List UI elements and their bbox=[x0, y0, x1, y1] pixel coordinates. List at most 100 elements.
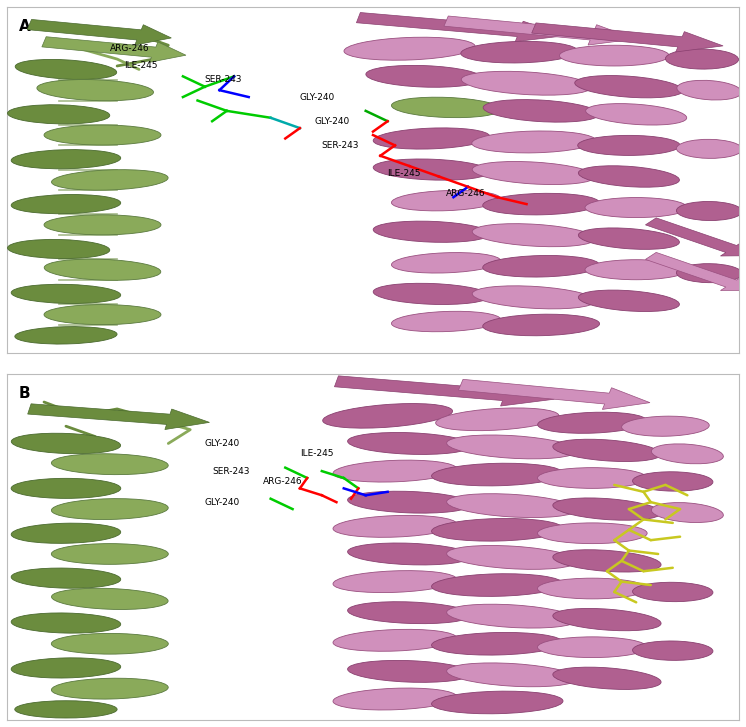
Text: ILE-245: ILE-245 bbox=[388, 169, 421, 177]
Ellipse shape bbox=[44, 259, 161, 281]
Ellipse shape bbox=[348, 433, 471, 454]
Ellipse shape bbox=[392, 97, 501, 118]
Ellipse shape bbox=[11, 658, 121, 678]
Ellipse shape bbox=[553, 439, 661, 462]
Ellipse shape bbox=[432, 518, 563, 541]
Ellipse shape bbox=[585, 260, 687, 280]
Ellipse shape bbox=[553, 608, 661, 631]
Ellipse shape bbox=[333, 630, 457, 651]
Ellipse shape bbox=[51, 678, 169, 699]
FancyArrow shape bbox=[532, 23, 723, 52]
Ellipse shape bbox=[333, 571, 457, 593]
Text: ARG-246: ARG-246 bbox=[110, 44, 149, 53]
Ellipse shape bbox=[447, 494, 577, 518]
Text: ILE-245: ILE-245 bbox=[125, 62, 158, 71]
Text: GLY-240: GLY-240 bbox=[205, 498, 240, 507]
Text: ARG-246: ARG-246 bbox=[446, 189, 486, 198]
Ellipse shape bbox=[15, 60, 116, 79]
Ellipse shape bbox=[677, 80, 742, 100]
Ellipse shape bbox=[633, 582, 713, 602]
Ellipse shape bbox=[373, 128, 490, 149]
Text: A: A bbox=[19, 20, 30, 34]
Ellipse shape bbox=[344, 37, 475, 60]
Text: GLY-240: GLY-240 bbox=[315, 117, 350, 126]
Ellipse shape bbox=[11, 150, 121, 169]
Ellipse shape bbox=[578, 166, 680, 187]
Ellipse shape bbox=[373, 284, 490, 305]
Ellipse shape bbox=[471, 131, 596, 153]
Ellipse shape bbox=[578, 228, 680, 249]
Ellipse shape bbox=[44, 125, 161, 145]
Ellipse shape bbox=[553, 667, 661, 689]
Ellipse shape bbox=[7, 239, 110, 259]
Ellipse shape bbox=[585, 198, 687, 217]
Ellipse shape bbox=[651, 502, 724, 523]
Ellipse shape bbox=[348, 602, 471, 624]
Ellipse shape bbox=[472, 224, 595, 246]
Ellipse shape bbox=[333, 515, 457, 537]
Ellipse shape bbox=[51, 454, 169, 475]
Ellipse shape bbox=[392, 252, 501, 273]
Ellipse shape bbox=[392, 311, 501, 332]
Ellipse shape bbox=[44, 214, 161, 235]
Ellipse shape bbox=[483, 100, 599, 122]
Ellipse shape bbox=[11, 195, 121, 214]
Ellipse shape bbox=[483, 255, 600, 277]
Ellipse shape bbox=[586, 104, 687, 125]
Ellipse shape bbox=[537, 637, 647, 657]
Ellipse shape bbox=[373, 159, 490, 180]
Ellipse shape bbox=[432, 463, 563, 486]
Ellipse shape bbox=[447, 545, 577, 569]
Ellipse shape bbox=[348, 491, 471, 513]
FancyArrow shape bbox=[645, 218, 746, 256]
FancyArrow shape bbox=[444, 16, 636, 45]
Ellipse shape bbox=[51, 633, 169, 654]
Ellipse shape bbox=[621, 416, 709, 436]
Ellipse shape bbox=[37, 79, 154, 101]
FancyArrow shape bbox=[357, 12, 567, 41]
Ellipse shape bbox=[447, 604, 577, 628]
Ellipse shape bbox=[333, 460, 457, 482]
Text: ARG-246: ARG-246 bbox=[263, 477, 303, 486]
Text: B: B bbox=[19, 387, 30, 401]
Ellipse shape bbox=[323, 403, 453, 428]
Ellipse shape bbox=[447, 435, 577, 459]
FancyArrow shape bbox=[459, 379, 650, 409]
Ellipse shape bbox=[574, 76, 683, 98]
Ellipse shape bbox=[11, 613, 121, 633]
FancyArrow shape bbox=[645, 252, 746, 291]
Text: GLY-240: GLY-240 bbox=[205, 439, 240, 448]
Ellipse shape bbox=[51, 499, 169, 520]
FancyArrow shape bbox=[28, 20, 172, 45]
Text: GLY-240: GLY-240 bbox=[300, 92, 335, 102]
Ellipse shape bbox=[577, 135, 680, 156]
Ellipse shape bbox=[392, 190, 501, 211]
Ellipse shape bbox=[553, 550, 661, 572]
Ellipse shape bbox=[11, 433, 121, 454]
Text: SER-243: SER-243 bbox=[322, 141, 360, 150]
Ellipse shape bbox=[537, 578, 647, 599]
Text: ILE-245: ILE-245 bbox=[300, 449, 333, 458]
Ellipse shape bbox=[553, 498, 661, 521]
Ellipse shape bbox=[483, 193, 600, 215]
Ellipse shape bbox=[11, 478, 121, 499]
FancyArrow shape bbox=[42, 37, 186, 63]
Ellipse shape bbox=[538, 412, 647, 433]
Ellipse shape bbox=[677, 201, 742, 220]
Ellipse shape bbox=[348, 660, 471, 683]
Ellipse shape bbox=[333, 688, 457, 710]
Ellipse shape bbox=[677, 140, 742, 158]
Ellipse shape bbox=[461, 71, 592, 95]
Ellipse shape bbox=[472, 161, 595, 185]
Ellipse shape bbox=[44, 305, 161, 325]
Ellipse shape bbox=[7, 105, 110, 124]
Ellipse shape bbox=[11, 523, 121, 543]
Ellipse shape bbox=[483, 314, 600, 336]
Ellipse shape bbox=[447, 663, 577, 687]
Ellipse shape bbox=[633, 472, 713, 491]
Ellipse shape bbox=[633, 641, 713, 660]
Ellipse shape bbox=[51, 544, 169, 564]
Ellipse shape bbox=[665, 49, 739, 69]
Ellipse shape bbox=[15, 326, 117, 344]
Ellipse shape bbox=[15, 701, 117, 718]
